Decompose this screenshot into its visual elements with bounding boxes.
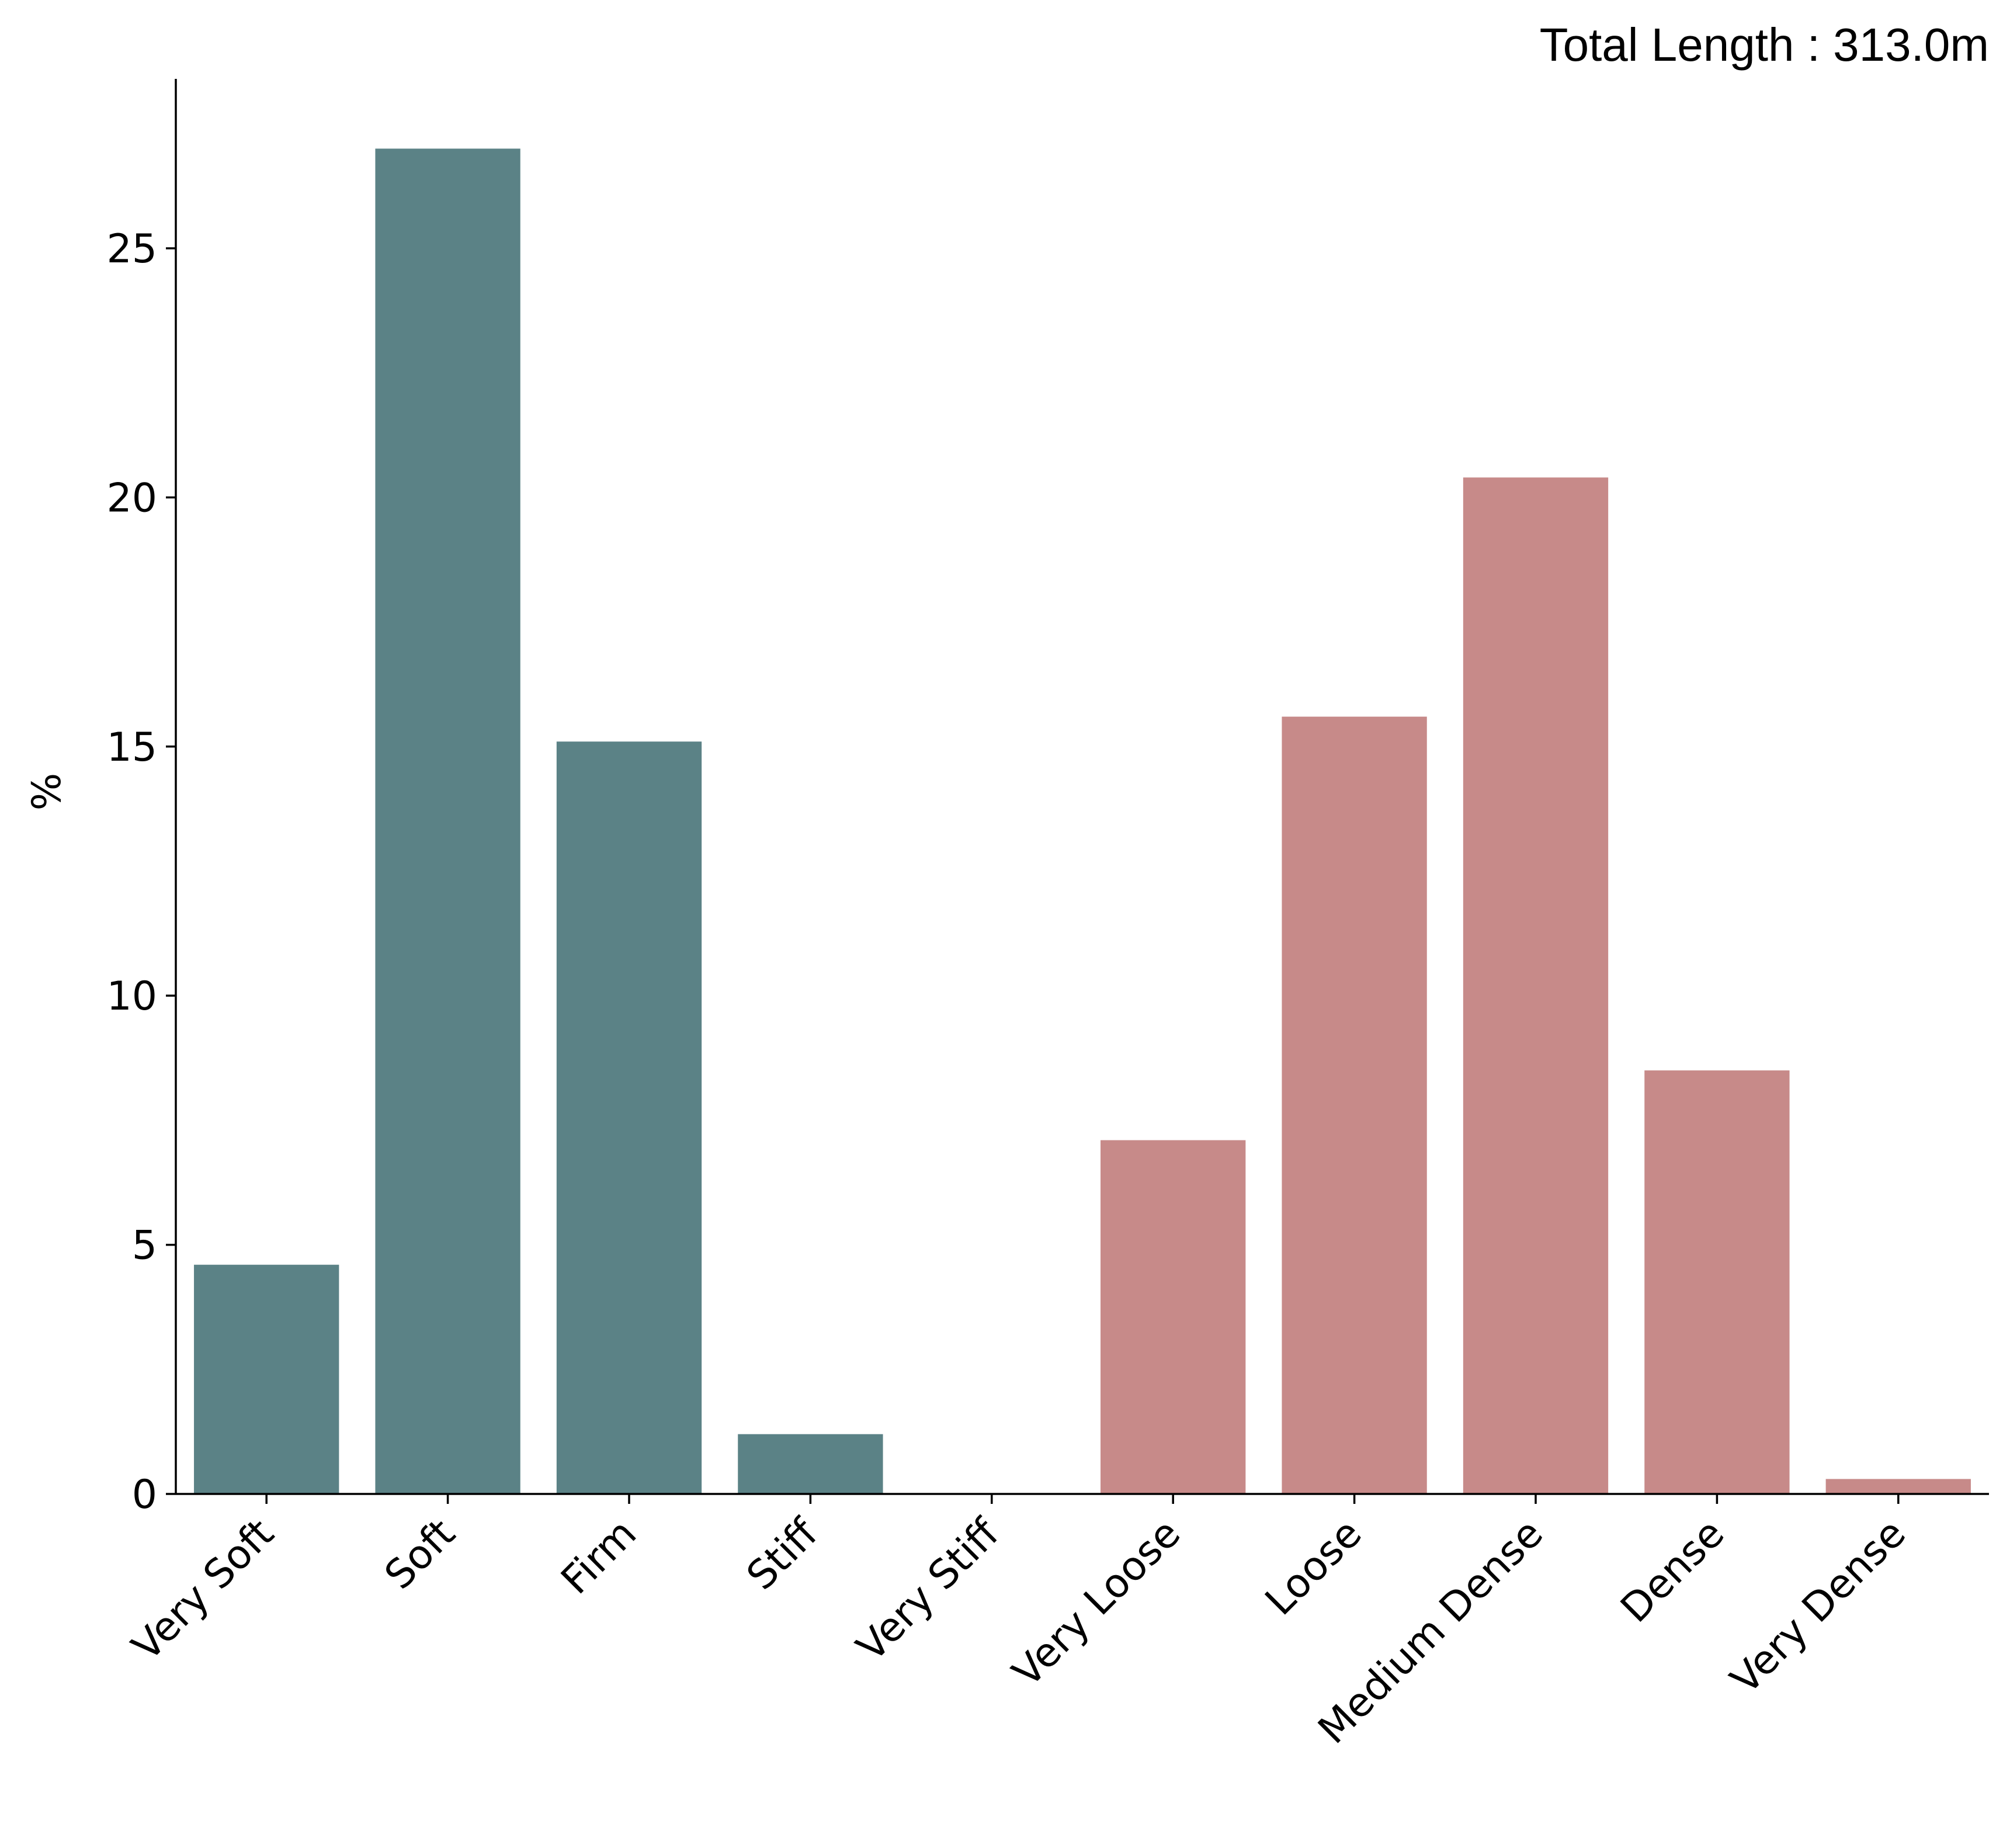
y-tick-label-0: 0 — [132, 1472, 157, 1518]
y-tick-label-5: 5 — [132, 1223, 157, 1269]
y-tick-label-25: 25 — [106, 226, 157, 272]
bar-medium-dense — [1463, 477, 1609, 1494]
x-tick-label-very-soft: Very Soft — [123, 1510, 283, 1670]
bar-loose — [1282, 716, 1427, 1494]
x-tick-label-stiff: Stiff — [738, 1510, 828, 1599]
bar-soft — [375, 148, 520, 1495]
bar-very-soft — [194, 1264, 339, 1494]
bar-very-dense — [1825, 1479, 1971, 1494]
bar-firm — [556, 741, 702, 1494]
y-tick-label-20: 20 — [106, 475, 157, 521]
x-tick-label-loose: Loose — [1256, 1510, 1370, 1624]
x-tick-label-very-dense: Very Dense — [1722, 1510, 1915, 1703]
x-tick-label-firm: Firm — [553, 1510, 645, 1603]
x-tick-label-soft: Soft — [376, 1510, 464, 1599]
bar-stiff — [738, 1434, 883, 1494]
y-tick-label-15: 15 — [106, 724, 157, 771]
y-axis: 0 5 10 15 20 25 — [106, 79, 177, 1518]
y-axis-label: % — [24, 773, 70, 811]
bar-very-loose — [1101, 1140, 1246, 1494]
bar-dense — [1644, 1070, 1790, 1494]
bars-group — [194, 148, 1971, 1495]
x-tick-label-very-loose: Very Loose — [1004, 1510, 1190, 1696]
total-length-annotation: Total Length : 313.0m — [1540, 19, 1989, 71]
y-tick-label-10: 10 — [106, 973, 157, 1020]
x-tick-label-very-stiff: Very Stiff — [848, 1510, 1009, 1670]
x-tick-label-dense: Dense — [1612, 1510, 1734, 1632]
